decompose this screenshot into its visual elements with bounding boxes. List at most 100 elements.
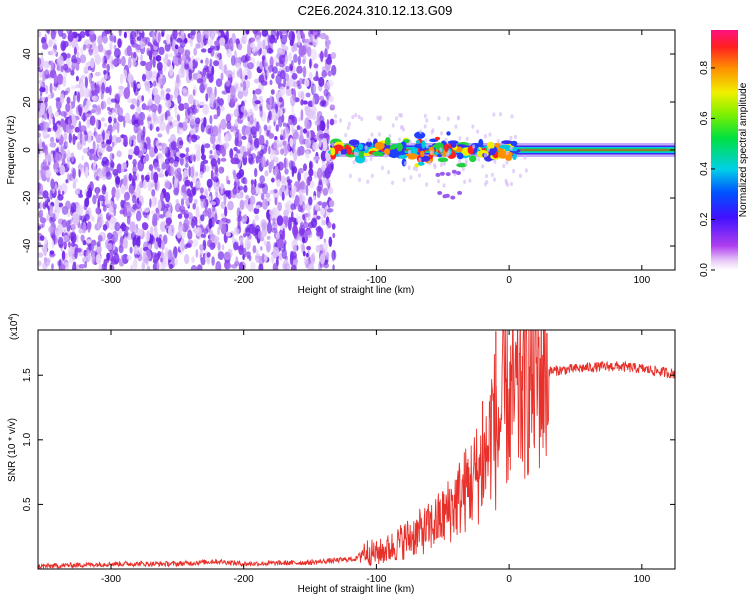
noise-blob <box>206 178 213 188</box>
colorbar-tick-label: 0.4 <box>699 162 710 176</box>
noise-blob <box>257 182 265 189</box>
faint-dot <box>407 165 411 170</box>
faint-dot <box>346 125 350 130</box>
noise-blob <box>289 254 294 266</box>
noise-blob <box>278 116 283 128</box>
noise-blob <box>232 69 236 80</box>
noise-blob <box>105 171 112 180</box>
colorbar <box>711 30 738 270</box>
noise-blob <box>50 92 55 98</box>
noise-blob <box>50 136 55 143</box>
noise-blob <box>278 54 286 65</box>
noise-blob <box>314 203 320 211</box>
noise-blob <box>62 76 67 87</box>
noise-blob <box>280 34 288 45</box>
noise-blob <box>299 126 303 137</box>
noise-blob <box>189 113 193 120</box>
faint-dot <box>388 134 392 139</box>
noise-blob <box>185 147 190 153</box>
noise-blob <box>217 227 220 236</box>
noise-blob <box>312 37 319 47</box>
noise-blob <box>88 73 92 82</box>
snr-series-line <box>38 330 675 569</box>
noise-blob <box>165 88 171 93</box>
noise-blob <box>195 180 201 189</box>
noise-blob <box>160 192 164 203</box>
noise-blob <box>102 186 107 192</box>
noise-blob <box>305 253 309 258</box>
noise-blob <box>283 209 289 217</box>
noise-blob <box>68 247 72 253</box>
faint-dot <box>446 152 449 157</box>
noise-blob <box>271 177 275 183</box>
faint-dot <box>370 132 374 137</box>
noise-blob <box>183 213 189 219</box>
noise-blob <box>146 265 150 270</box>
noise-blob <box>176 114 181 122</box>
faint-dot <box>409 175 413 180</box>
signal-blob <box>372 151 382 156</box>
noise-blob <box>111 230 119 243</box>
noise-blob <box>105 191 109 201</box>
faint-dot <box>492 112 496 117</box>
noise-blob <box>54 151 60 163</box>
noise-blob <box>85 113 92 118</box>
noise-blob <box>132 166 138 172</box>
noise-blob <box>96 143 100 150</box>
chart-title: C2E6.2024.310.12.13.G09 <box>297 3 453 18</box>
noise-blob <box>191 256 195 264</box>
faint-dot <box>506 182 510 187</box>
noise-blob <box>269 95 273 105</box>
noise-blob <box>298 225 306 235</box>
noise-blob <box>147 116 152 122</box>
noise-blob <box>63 240 68 248</box>
noise-blob <box>207 207 212 219</box>
noise-blob <box>123 134 128 146</box>
faint-dot <box>370 173 374 178</box>
noise-blob <box>109 159 115 172</box>
noise-blob <box>267 115 270 124</box>
x-tick-label: 0 <box>506 275 512 286</box>
faint-dot <box>439 162 443 167</box>
faint-dot <box>402 177 406 182</box>
noise-blob <box>234 83 239 90</box>
noise-blob <box>151 196 157 207</box>
noise-blob <box>309 58 312 69</box>
noise-blob <box>134 200 142 210</box>
noise-blob <box>115 176 121 185</box>
noise-blob <box>179 153 186 158</box>
noise-blob <box>169 64 174 77</box>
noise-blob <box>130 30 137 40</box>
faint-dot <box>334 114 338 119</box>
noise-blob <box>305 92 311 98</box>
noise-blob <box>221 244 225 251</box>
noise-blob <box>182 89 189 97</box>
noise-blob <box>63 63 69 71</box>
noise-blob <box>69 232 75 237</box>
noise-blob <box>60 264 66 270</box>
noise-blob <box>219 37 226 46</box>
noise-blob <box>109 218 115 231</box>
noise-blob <box>142 179 148 189</box>
noise-blob <box>74 247 78 259</box>
noise-blob <box>53 168 59 173</box>
noise-blob <box>213 114 219 120</box>
noise-blob <box>117 38 122 49</box>
faint-dot <box>351 114 355 120</box>
noise-blob <box>106 63 110 72</box>
noise-blob <box>328 238 333 244</box>
noise-blob <box>276 30 279 40</box>
noise-blob <box>41 97 45 103</box>
noise-blob <box>71 40 78 49</box>
noise-blob <box>283 77 286 88</box>
noise-blob <box>280 148 284 155</box>
noise-blob <box>309 254 315 266</box>
noise-blob <box>210 169 214 181</box>
noise-blob <box>125 204 132 212</box>
noise-blob <box>173 187 179 196</box>
noise-blob <box>73 46 77 56</box>
noise-blob <box>243 233 247 238</box>
faint-dot <box>433 164 437 170</box>
noise-blob <box>257 49 262 56</box>
faint-dot <box>384 153 388 159</box>
